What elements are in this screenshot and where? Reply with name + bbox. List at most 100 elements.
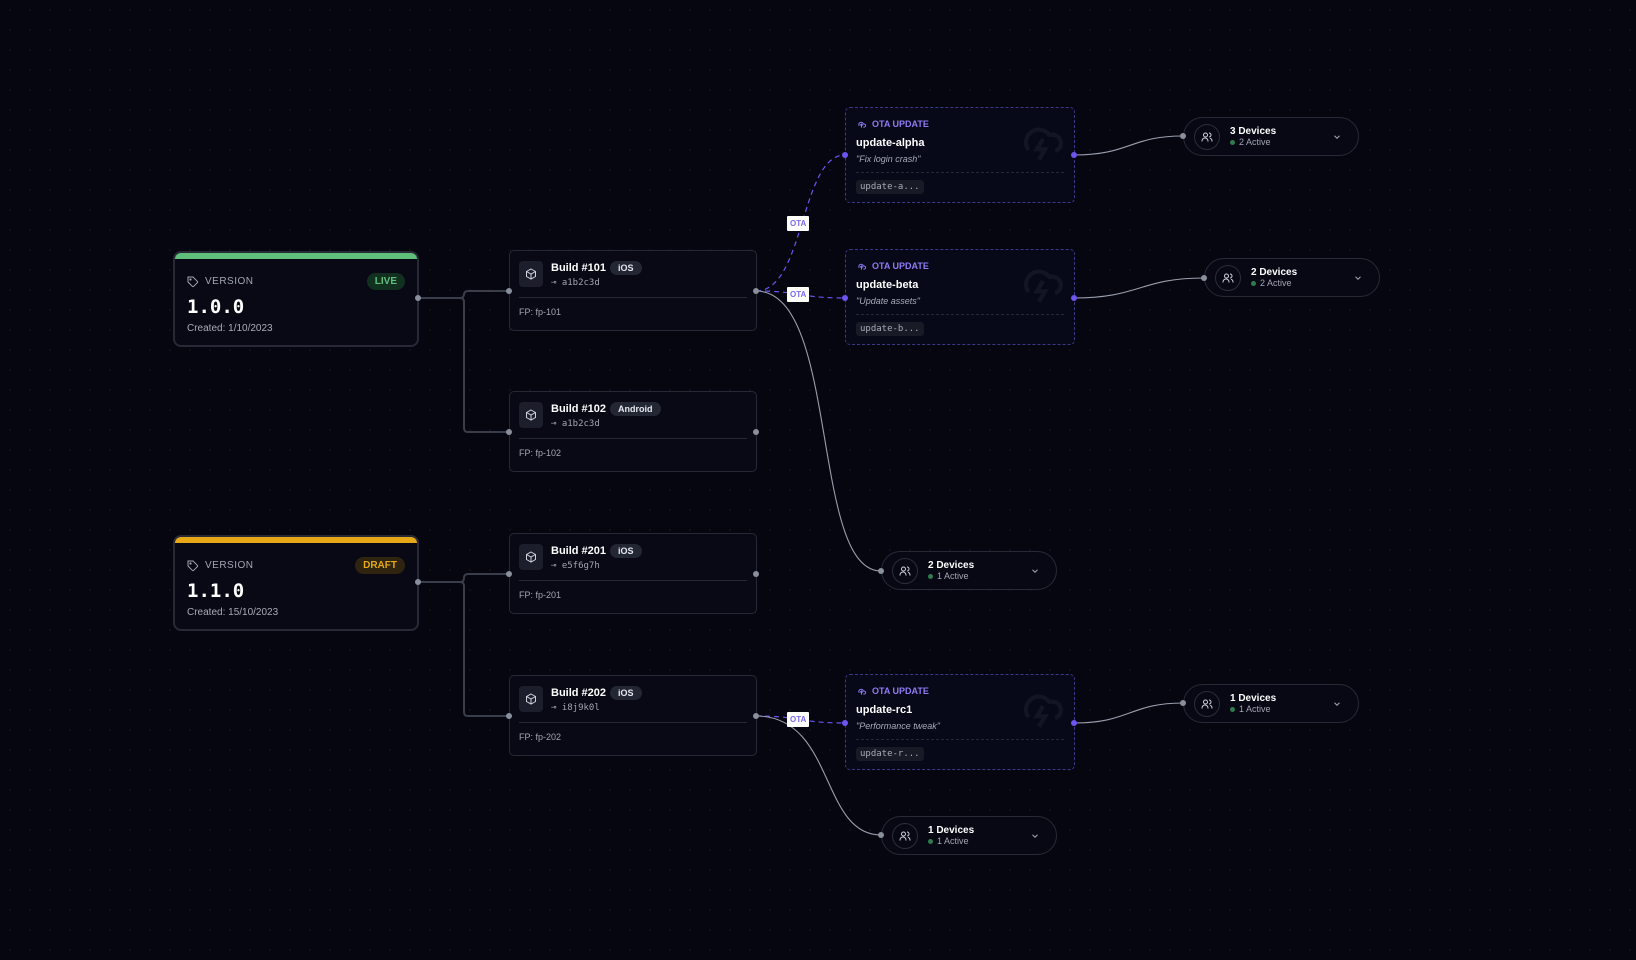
device-count: 2 Devices [928, 560, 975, 571]
connection-handle[interactable] [506, 429, 512, 435]
users-icon [1194, 123, 1220, 150]
tag-icon [187, 560, 199, 571]
platform-badge: iOS [610, 261, 642, 275]
device-count: 1 Devices [1230, 693, 1277, 704]
chevron-down-icon[interactable] [1030, 831, 1040, 841]
chevron-down-icon[interactable] [1332, 132, 1342, 142]
connection-handle[interactable] [506, 713, 512, 719]
active-dot [1230, 706, 1235, 712]
active-dot [928, 573, 933, 579]
platform-badge: Android [610, 402, 661, 416]
connection-handle[interactable] [1071, 152, 1077, 158]
commit-hash: a1b2c3d [561, 278, 600, 288]
version-card[interactable]: VERSION LIVE 1.0.0 Created: 1/10/2023 [173, 251, 419, 347]
commit-hash: i8j9k0l [561, 703, 600, 713]
version-number: 1.0.0 [187, 296, 245, 318]
connection-handle[interactable] [842, 295, 848, 301]
commit-icon: ⊸ [551, 561, 557, 571]
connection-handle[interactable] [753, 429, 759, 435]
device-count: 3 Devices [1230, 126, 1277, 137]
package-icon [519, 261, 543, 287]
chevron-down-icon[interactable] [1353, 273, 1363, 283]
chevron-down-icon[interactable] [1030, 566, 1040, 576]
edge-label-ota: OTA [787, 712, 810, 727]
status-badge: DRAFT [355, 557, 405, 574]
cloud-lightning-icon [1023, 269, 1063, 303]
version-label: VERSION [205, 276, 254, 287]
ota-message: "Fix login crash" [856, 154, 921, 164]
edge-v1-b101 [418, 290, 509, 299]
ota-id: update-a... [856, 180, 924, 194]
build-card[interactable]: Build #101 iOS ⊸ a1b2c3d FP: fp-101 [509, 250, 757, 331]
ota-update-card[interactable]: OTA UPDATE update-alpha "Fix login crash… [845, 107, 1075, 203]
fingerprint: FP: fp-202 [519, 732, 562, 742]
cloud-lightning-icon [1023, 127, 1063, 161]
created-date: Created: 15/10/2023 [187, 607, 279, 618]
active-count: 2 Active [1239, 137, 1271, 147]
platform-badge: iOS [610, 544, 642, 558]
device-group[interactable]: 3 Devices 2 Active [1183, 117, 1359, 156]
connection-handle[interactable] [1201, 275, 1207, 281]
edge-alpha-devices [1073, 135, 1184, 156]
ota-update-card[interactable]: OTA UPDATE update-beta "Update assets" u… [845, 249, 1075, 345]
cloud-upload-icon [858, 263, 867, 270]
active-dot [928, 838, 933, 844]
edge-v1-b102 [418, 297, 509, 433]
users-icon [1215, 264, 1241, 291]
ota-id: update-r... [856, 747, 924, 761]
device-count: 1 Devices [928, 825, 975, 836]
cloud-upload-icon [858, 121, 867, 128]
connection-handle[interactable] [1071, 295, 1077, 301]
connection-handle[interactable] [415, 295, 421, 301]
connection-handle[interactable] [753, 713, 759, 719]
connection-handle[interactable] [842, 152, 848, 158]
connection-handle[interactable] [1180, 133, 1186, 139]
ota-update-card[interactable]: OTA UPDATE update-rc1 "Performance tweak… [845, 674, 1075, 770]
connection-handle[interactable] [753, 288, 759, 294]
connection-handle[interactable] [842, 720, 848, 726]
ota-id: update-b... [856, 322, 924, 336]
chevron-down-icon[interactable] [1332, 699, 1342, 709]
build-card[interactable]: Build #102 Android ⊸ a1b2c3d FP: fp-102 [509, 391, 757, 472]
build-card[interactable]: Build #202 iOS ⊸ i8j9k0l FP: fp-202 [509, 675, 757, 756]
connection-handle[interactable] [753, 571, 759, 577]
device-group[interactable]: 1 Devices 1 Active [1183, 684, 1359, 723]
fingerprint: FP: fp-101 [519, 307, 562, 317]
users-icon [892, 822, 918, 849]
connection-handle[interactable] [878, 568, 884, 574]
active-count: 1 Active [937, 571, 969, 581]
users-icon [1194, 690, 1220, 717]
connection-handle[interactable] [506, 288, 512, 294]
version-number: 1.1.0 [187, 580, 245, 602]
version-card[interactable]: VERSION DRAFT 1.1.0 Created: 15/10/2023 [173, 535, 419, 631]
connection-handle[interactable] [506, 571, 512, 577]
device-group[interactable]: 2 Devices 2 Active [1204, 258, 1380, 297]
users-icon [892, 557, 918, 584]
edge-label-ota: OTA [787, 216, 810, 231]
connection-handle[interactable] [415, 579, 421, 585]
active-dot [1251, 280, 1256, 286]
cloud-upload-icon [858, 688, 867, 695]
ota-message: "Performance tweak" [856, 721, 940, 731]
package-icon [519, 686, 543, 712]
ota-header: OTA UPDATE [872, 260, 929, 271]
commit-hash: e5f6g7h [561, 561, 600, 571]
connection-handle[interactable] [1071, 720, 1077, 726]
version-label: VERSION [205, 560, 254, 571]
build-card[interactable]: Build #201 iOS ⊸ e5f6g7h FP: fp-201 [509, 533, 757, 614]
platform-badge: iOS [610, 686, 642, 700]
commit-hash: a1b2c3d [561, 419, 600, 429]
fingerprint: FP: fp-102 [519, 448, 562, 458]
connection-handle[interactable] [1180, 700, 1186, 706]
package-icon [519, 544, 543, 570]
ota-header: OTA UPDATE [872, 118, 929, 129]
connection-handle[interactable] [878, 832, 884, 838]
device-group[interactable]: 1 Devices 1 Active [881, 816, 1057, 855]
device-group[interactable]: 2 Devices 1 Active [881, 551, 1057, 590]
created-date: Created: 1/10/2023 [187, 323, 273, 334]
build-title: Build #202 [551, 687, 607, 699]
fingerprint: FP: fp-201 [519, 590, 562, 600]
active-dot [1230, 139, 1235, 145]
edge-rc1-devices [1073, 702, 1184, 724]
